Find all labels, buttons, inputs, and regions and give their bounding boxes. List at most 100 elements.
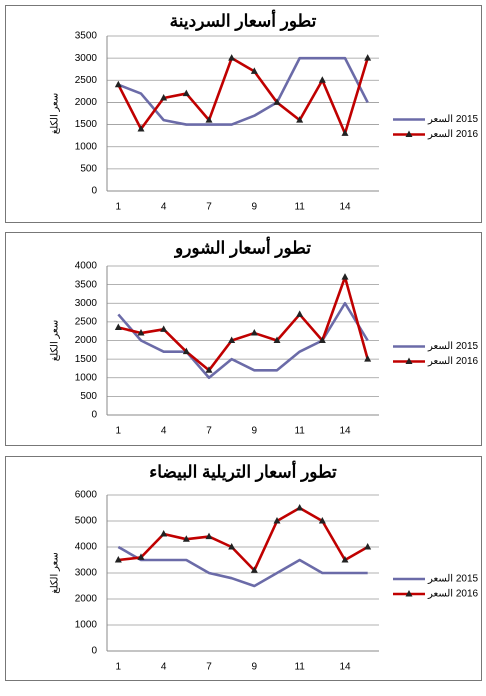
- point-marker: [341, 273, 349, 280]
- y-tick-label: 4000: [75, 261, 98, 272]
- series-line: [118, 506, 369, 572]
- x-tick-label: 7: [206, 202, 212, 213]
- legend-marker: [405, 130, 413, 137]
- y-tick-label: 2500: [75, 75, 98, 86]
- point-marker: [160, 530, 168, 537]
- y-axis-label: سعر الكلغ: [50, 552, 61, 593]
- y-tick-label: 5000: [75, 516, 98, 527]
- y-tick-label: 4000: [75, 542, 98, 553]
- legend-label: 2015 السعر: [427, 114, 479, 125]
- y-tick-label: 2000: [75, 97, 98, 108]
- chart-title: تطور أسعار السردينة: [170, 8, 317, 31]
- point-marker: [341, 556, 349, 563]
- x-tick-label: 4: [161, 662, 167, 673]
- series-line: [118, 275, 369, 372]
- y-tick-label: 2000: [75, 335, 98, 346]
- point-marker: [364, 543, 372, 550]
- y-tick-label: 500: [80, 391, 97, 402]
- point-marker: [273, 517, 281, 524]
- x-tick-label: 7: [206, 662, 212, 673]
- point-marker: [318, 336, 326, 343]
- panel-border: [5, 456, 482, 681]
- panel-border: [5, 232, 482, 446]
- y-tick-label: 1000: [75, 372, 98, 383]
- x-tick-label: 14: [339, 662, 351, 673]
- legend-marker: [405, 590, 413, 597]
- point-marker: [318, 76, 326, 83]
- y-tick-label: 3000: [75, 53, 98, 64]
- x-tick-label: 1: [116, 662, 122, 673]
- point-marker: [205, 532, 213, 540]
- point-marker: [341, 129, 349, 136]
- point-marker: [182, 89, 190, 97]
- point-marker: [137, 125, 145, 132]
- y-tick-label: 2000: [75, 594, 98, 605]
- legend-label: 2015 السعر: [427, 574, 479, 585]
- series-line: [117, 56, 369, 135]
- chart-panel: تطور أسعار الشورو 0 500 1000 1500 2000 2500 300…: [5, 232, 482, 446]
- point-marker: [296, 504, 304, 511]
- x-tick-label: 14: [339, 426, 351, 437]
- point-marker: [228, 54, 236, 61]
- y-axis-label: سعر الكلغ: [50, 93, 61, 134]
- point-marker: [114, 323, 122, 330]
- x-tick-label: 1: [116, 202, 122, 213]
- point-marker: [205, 116, 213, 123]
- y-tick-label: 0: [91, 186, 97, 197]
- x-tick-label: 14: [339, 202, 351, 213]
- y-tick-label: 0: [91, 646, 97, 657]
- legend-label: 2015 السعر: [427, 341, 479, 352]
- point-marker: [228, 543, 236, 550]
- y-tick-label: 1000: [75, 141, 98, 152]
- point-marker: [205, 366, 213, 373]
- point-marker: [228, 336, 236, 343]
- series-line: [117, 545, 368, 588]
- point-marker: [296, 116, 304, 123]
- y-tick-label: 1500: [75, 354, 98, 365]
- x-tick-label: 11: [294, 202, 305, 213]
- chart-title: تطور أسعار الشورو: [173, 235, 311, 258]
- y-tick-label: 500: [80, 163, 97, 174]
- y-tick-label: 3000: [75, 568, 98, 579]
- point-marker: [364, 54, 372, 61]
- point-marker: [182, 347, 190, 355]
- point-marker: [137, 329, 145, 336]
- point-marker: [137, 553, 145, 560]
- x-tick-label: 9: [252, 202, 258, 213]
- legend-marker: [405, 357, 413, 364]
- legend-label: 2016 السعر: [427, 356, 479, 367]
- y-tick-label: 3500: [75, 279, 98, 290]
- chart-panel: تطور أسعار التريلية البيضاء 0 1000 2000 3000…: [5, 456, 482, 681]
- x-tick-label: 9: [252, 662, 258, 673]
- x-tick-label: 9: [252, 426, 258, 437]
- y-tick-label: 1000: [75, 620, 98, 631]
- y-tick-label: 6000: [75, 490, 98, 501]
- series-line: [117, 301, 369, 380]
- y-axis-label: سعر الكلغ: [50, 320, 61, 361]
- y-tick-label: 3000: [75, 298, 98, 309]
- point-marker: [114, 80, 122, 88]
- legend-label: 2016 السعر: [427, 129, 479, 140]
- point-marker: [318, 517, 326, 524]
- panel-border: [5, 5, 482, 223]
- y-tick-label: 3500: [75, 31, 98, 42]
- chart-title: تطور أسعار التريلية البيضاء: [149, 459, 337, 482]
- x-tick-label: 11: [294, 662, 305, 673]
- point-marker: [160, 325, 168, 332]
- y-tick-label: 1500: [75, 119, 98, 130]
- point-marker: [364, 355, 372, 362]
- x-tick-label: 11: [294, 426, 305, 437]
- point-marker: [250, 329, 258, 336]
- x-tick-label: 4: [161, 426, 167, 437]
- x-tick-label: 7: [206, 426, 212, 437]
- x-tick-label: 1: [116, 426, 122, 437]
- point-marker: [160, 94, 168, 101]
- point-marker: [182, 535, 190, 542]
- series-line: [117, 56, 369, 126]
- point-marker: [250, 67, 258, 74]
- chart-panel: تطور أسعار السردينة 0 500 1000 1500 2000 2500 3…: [5, 5, 482, 223]
- point-marker: [273, 336, 281, 343]
- point-marker: [296, 310, 304, 317]
- x-tick-label: 4: [161, 202, 167, 213]
